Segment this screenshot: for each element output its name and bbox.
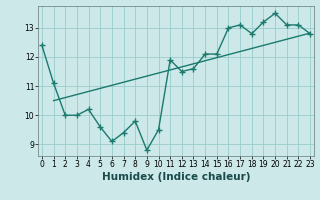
X-axis label: Humidex (Indice chaleur): Humidex (Indice chaleur) — [102, 172, 250, 182]
